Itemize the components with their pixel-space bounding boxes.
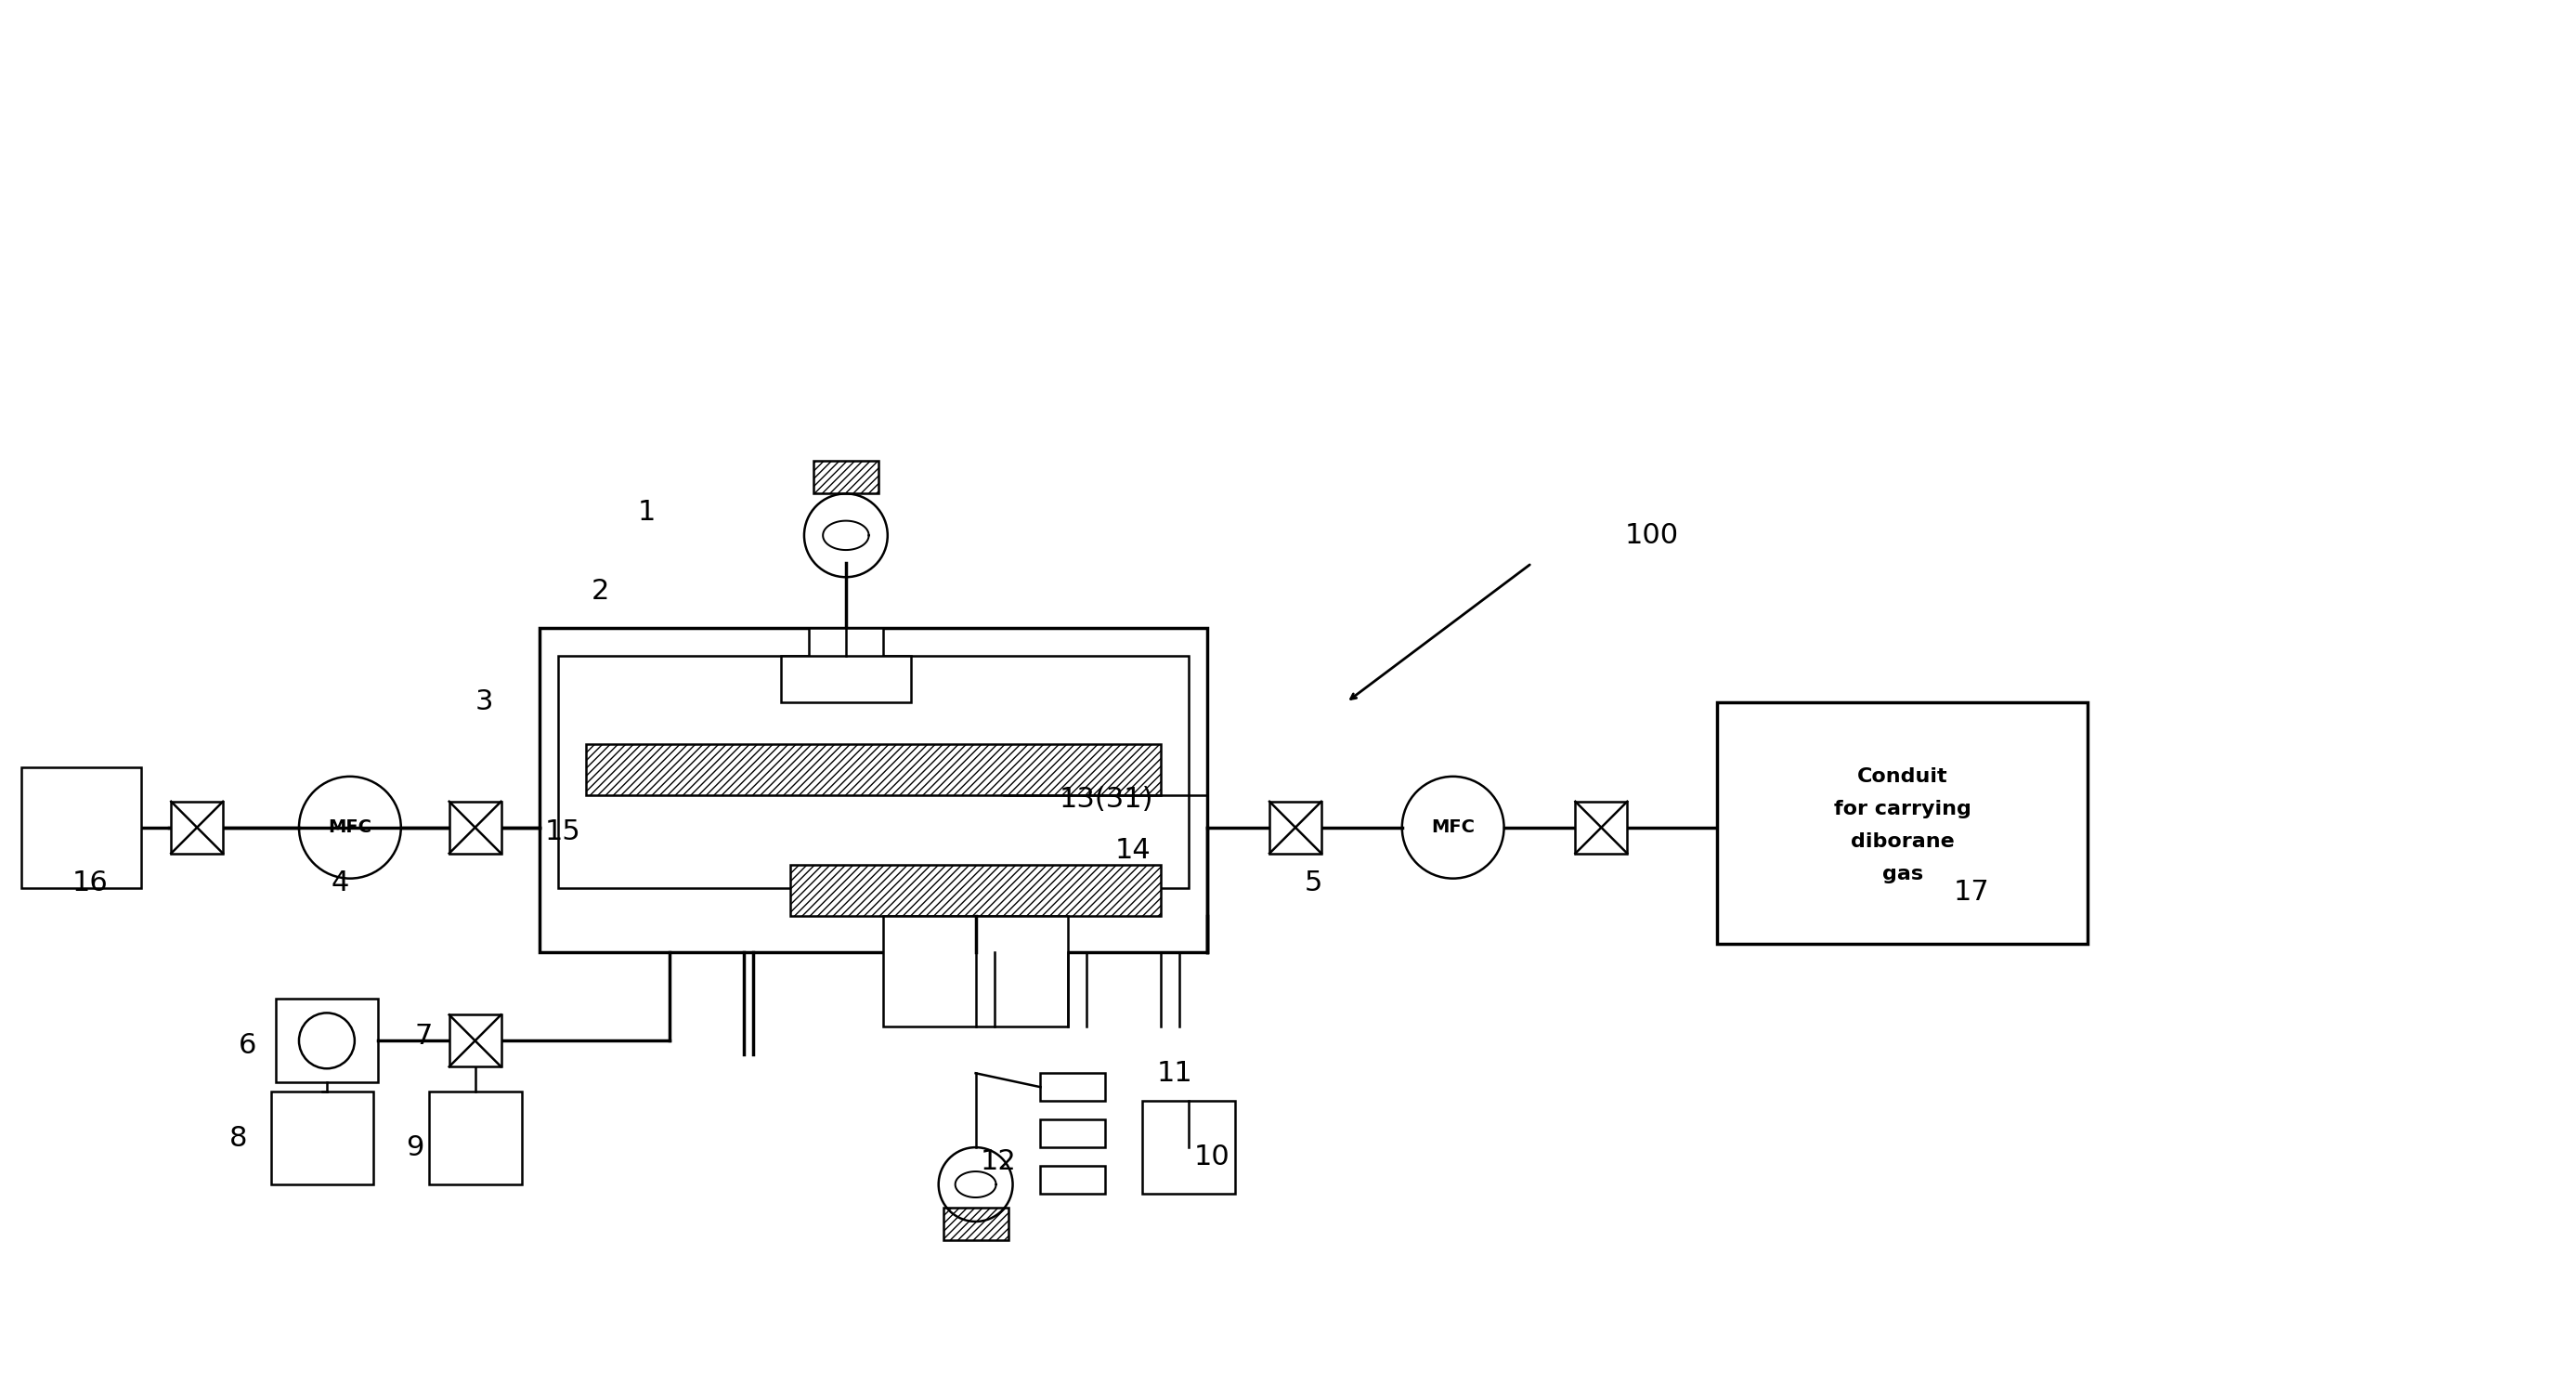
Text: 13(31): 13(31) — [1059, 786, 1154, 813]
Text: gas: gas — [1883, 865, 1924, 883]
FancyBboxPatch shape — [781, 656, 912, 702]
FancyBboxPatch shape — [448, 802, 502, 853]
FancyBboxPatch shape — [1144, 1101, 1234, 1193]
FancyBboxPatch shape — [943, 1207, 1007, 1240]
Text: 2: 2 — [590, 578, 608, 604]
Text: 11: 11 — [1157, 1059, 1193, 1087]
Text: diborane: diborane — [1850, 832, 1955, 851]
Text: 6: 6 — [240, 1032, 258, 1059]
FancyBboxPatch shape — [541, 628, 1208, 953]
Text: 1: 1 — [636, 498, 654, 526]
Text: 7: 7 — [415, 1023, 433, 1049]
FancyBboxPatch shape — [559, 656, 1188, 888]
Text: 15: 15 — [544, 818, 580, 845]
FancyBboxPatch shape — [1270, 802, 1321, 853]
FancyBboxPatch shape — [791, 865, 1162, 915]
FancyBboxPatch shape — [814, 462, 878, 494]
Text: 5: 5 — [1303, 870, 1321, 897]
Text: 10: 10 — [1193, 1143, 1229, 1170]
Text: 9: 9 — [404, 1133, 422, 1161]
Text: 16: 16 — [72, 870, 108, 897]
Text: 14: 14 — [1115, 837, 1151, 865]
FancyBboxPatch shape — [21, 767, 142, 888]
FancyBboxPatch shape — [170, 802, 224, 853]
Text: 17: 17 — [1953, 879, 1989, 905]
FancyBboxPatch shape — [884, 915, 1069, 1027]
Text: for carrying: for carrying — [1834, 800, 1971, 818]
Text: 100: 100 — [1625, 522, 1680, 548]
Text: Conduit: Conduit — [1857, 767, 1947, 786]
FancyBboxPatch shape — [587, 744, 1162, 795]
FancyBboxPatch shape — [809, 628, 884, 665]
FancyBboxPatch shape — [428, 1091, 520, 1185]
FancyBboxPatch shape — [1041, 1073, 1105, 1101]
Text: MFC: MFC — [327, 818, 371, 837]
Text: 8: 8 — [229, 1125, 247, 1151]
FancyBboxPatch shape — [276, 999, 379, 1083]
FancyBboxPatch shape — [1041, 1165, 1105, 1193]
FancyBboxPatch shape — [1577, 802, 1628, 853]
FancyBboxPatch shape — [448, 1014, 502, 1066]
Text: 12: 12 — [981, 1147, 1018, 1175]
FancyBboxPatch shape — [1041, 1119, 1105, 1147]
Text: 4: 4 — [332, 870, 350, 897]
FancyBboxPatch shape — [270, 1091, 374, 1185]
FancyBboxPatch shape — [1718, 702, 2089, 943]
Text: MFC: MFC — [1432, 818, 1476, 837]
Text: 3: 3 — [474, 688, 492, 716]
